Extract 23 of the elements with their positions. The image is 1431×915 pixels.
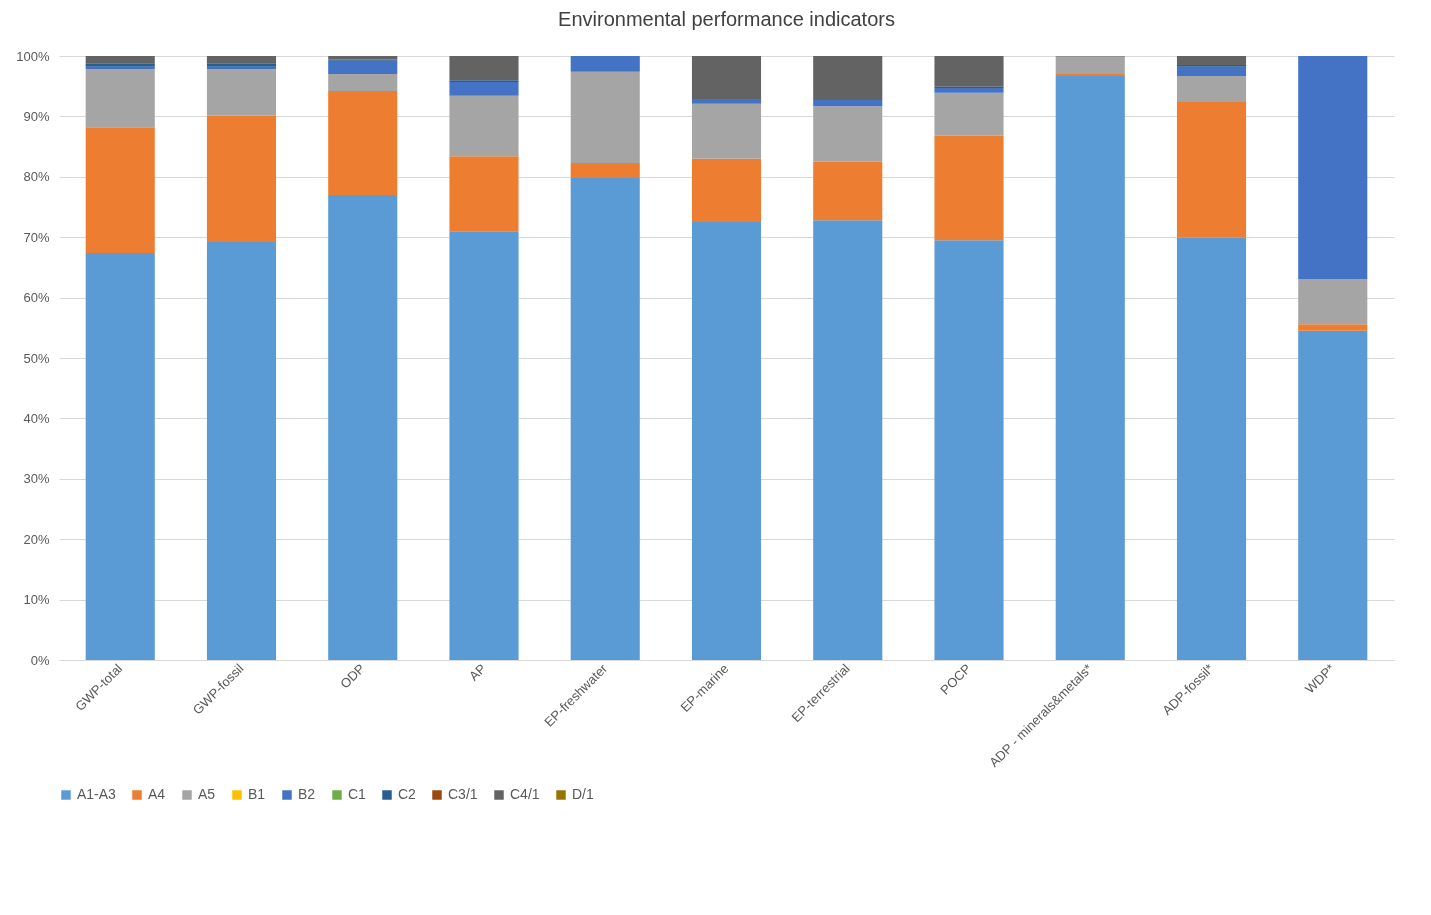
y-tick-label: 0% xyxy=(30,652,50,668)
legend-label: C4/1 xyxy=(510,786,540,802)
legend-label: A5 xyxy=(198,786,216,802)
legend-label: B2 xyxy=(298,786,316,802)
y-tick-label: 30% xyxy=(23,471,50,487)
y-tick-label: 80% xyxy=(23,169,50,185)
y-tick-label: 70% xyxy=(23,229,50,245)
legend-label: B1 xyxy=(248,786,266,802)
y-tick-label: 90% xyxy=(23,108,50,124)
legend-label: C3/1 xyxy=(448,786,478,802)
y-tick-label: 50% xyxy=(23,350,50,366)
x-tick-label: AP xyxy=(466,660,489,684)
chart-title: Environmental performance indicators xyxy=(558,8,895,30)
y-tick-label: 100% xyxy=(16,48,50,64)
legend-label: A1-A3 xyxy=(77,786,117,802)
legend-label: C1 xyxy=(348,786,367,802)
legend-label: D/1 xyxy=(572,786,594,802)
legend-label: A4 xyxy=(148,786,166,802)
y-tick-label: 10% xyxy=(23,592,50,608)
y-tick-label: 20% xyxy=(23,531,50,547)
y-tick-label: 40% xyxy=(23,410,50,426)
legend-label: C2 xyxy=(398,786,417,802)
y-tick-label: 60% xyxy=(23,290,50,306)
